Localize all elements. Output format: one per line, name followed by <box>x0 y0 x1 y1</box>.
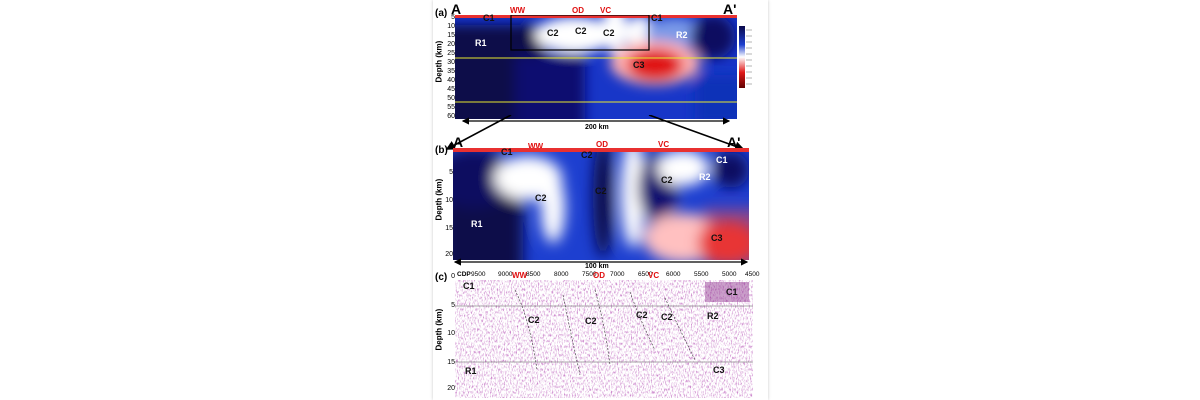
panel-a-region-r1: R1 <box>475 38 487 48</box>
panel-b-ylabel: Depth (km) <box>434 178 444 221</box>
panel-a-tick: 40 <box>447 77 455 84</box>
cdp-tick: 5500 <box>694 271 709 278</box>
cdp-tick: 6000 <box>666 271 681 278</box>
panel-c-site-vc: VC <box>648 271 660 280</box>
panel-b-scale-bar <box>453 258 749 266</box>
panel-b-resistivity-section <box>453 148 749 260</box>
cdp-tick: 7500 <box>582 271 597 278</box>
panel-c-tick: 5 <box>451 302 455 309</box>
panel-a-tick: 30 <box>447 59 455 66</box>
panel-c-seismic-section <box>455 280 753 398</box>
panel-c-region-c2-a: C2 <box>528 315 540 325</box>
panel-c-region-c1-left: C1 <box>463 281 475 291</box>
panel-a-scale-and-zoom-lines <box>445 115 745 151</box>
panel-a-tick: 55 <box>447 104 455 111</box>
figure-canvas: (a) A A' WW OD VC <box>433 0 768 400</box>
panel-c-region-r1: R1 <box>465 366 477 376</box>
cdp-tick: 8000 <box>554 271 569 278</box>
panel-a-site-ww: WW <box>510 6 526 15</box>
cdp-tick: 9000 <box>498 271 513 278</box>
panel-b-scale-label: 100 km <box>585 263 609 270</box>
panel-a-site-od: OD <box>572 6 584 15</box>
panel-c-site-od: OD <box>593 271 605 280</box>
panel-c-cdp-label: CDP <box>457 271 471 278</box>
panel-c-region-r2: R2 <box>707 311 719 321</box>
panel-b-label: (b) <box>435 145 448 156</box>
panel-b-region-c1-right: C1 <box>716 155 728 165</box>
cdp-tick: 8500 <box>526 271 541 278</box>
panel-a-tick: 20 <box>447 41 455 48</box>
panel-a-tick: 5 <box>451 14 455 21</box>
panel-c-tick: 0 <box>451 273 455 280</box>
cdp-tick: 9500 <box>471 271 486 278</box>
cdp-tick: 6500 <box>638 271 653 278</box>
cdp-tick: 5000 <box>722 271 737 278</box>
panel-b-region-c2-b: C2 <box>595 186 607 196</box>
panel-c-tick: 15 <box>447 359 455 366</box>
panel-b-left-end: A <box>453 134 464 150</box>
panel-a-region-c2-mid: C2 <box>575 26 587 36</box>
panel-c-region-c2-b: C2 <box>585 316 597 326</box>
panel-a-ylabel: Depth (km) <box>434 40 444 83</box>
panel-c-region-c2-c: C2 <box>636 310 648 320</box>
panel-b-region-c2-a: C2 <box>535 193 547 203</box>
panel-a-region-r2: R2 <box>676 30 688 40</box>
panel-c-ylabel: Depth (km) <box>434 308 444 351</box>
resistivity-color-scale <box>739 26 752 88</box>
panel-a-label: (a) <box>435 8 448 19</box>
panel-a-region-c2-right: C2 <box>603 28 615 38</box>
panel-b-site-ww: WW <box>528 142 544 151</box>
panel-c-tick: 10 <box>447 330 455 337</box>
panel-a-tick: 25 <box>447 50 455 57</box>
panel-a-site-vc: VC <box>600 6 612 15</box>
panel-a-right-end: A' <box>723 1 737 17</box>
panel-a-region-c1-left: C1 <box>483 13 495 23</box>
panel-a-scale-label: 200 km <box>585 124 609 131</box>
panel-b-region-c2-d: C2 <box>581 150 593 160</box>
panel-a-tick: 45 <box>447 86 455 93</box>
panel-b-tick: 10 <box>445 197 453 204</box>
panel-c-label: (c) <box>435 272 448 283</box>
panel-a-tick: 15 <box>447 32 455 39</box>
cdp-tick: 4500 <box>745 271 760 278</box>
panel-c-region-c1-right: C1 <box>726 287 738 297</box>
panel-a-tick: 10 <box>447 23 455 30</box>
panel-a-region-c1-right: C1 <box>651 13 663 23</box>
panel-c-cdp-axis: 9500 9000 8500 8000 7500 7000 6500 6000 … <box>469 271 759 280</box>
panel-a-tick: 50 <box>447 95 455 102</box>
panel-c-tick: 20 <box>447 385 455 392</box>
panel-b-right-end: A' <box>727 134 741 150</box>
panel-a-region-c3: C3 <box>633 60 645 70</box>
panel-b-tick: 0 <box>449 143 453 150</box>
panel-a-tick: 60 <box>447 113 455 120</box>
panel-b-region-r2: R2 <box>699 172 711 182</box>
panel-a-tick: 35 <box>447 68 455 75</box>
panel-b-region-r1: R1 <box>471 219 483 229</box>
panel-b-tick: 20 <box>445 251 453 258</box>
panel-a-resistivity-section <box>455 15 737 119</box>
panel-a-left-end: A <box>451 1 462 17</box>
panel-b-site-vc: VC <box>658 140 670 149</box>
panel-a-region-c2-left: C2 <box>547 28 559 38</box>
cdp-tick: 7000 <box>610 271 625 278</box>
panel-c-region-c2-d: C2 <box>661 312 673 322</box>
panel-b-tick: 5 <box>449 169 453 176</box>
panel-c-region-c3: C3 <box>713 365 725 375</box>
panel-b-site-od: OD <box>596 140 608 149</box>
panel-b-region-c1-left: C1 <box>501 147 513 157</box>
panel-c-site-ww: WW <box>512 271 528 280</box>
panel-b-region-c3: C3 <box>711 233 723 243</box>
panel-b-tick: 15 <box>445 225 453 232</box>
panel-b-region-c2-c: C2 <box>661 175 673 185</box>
